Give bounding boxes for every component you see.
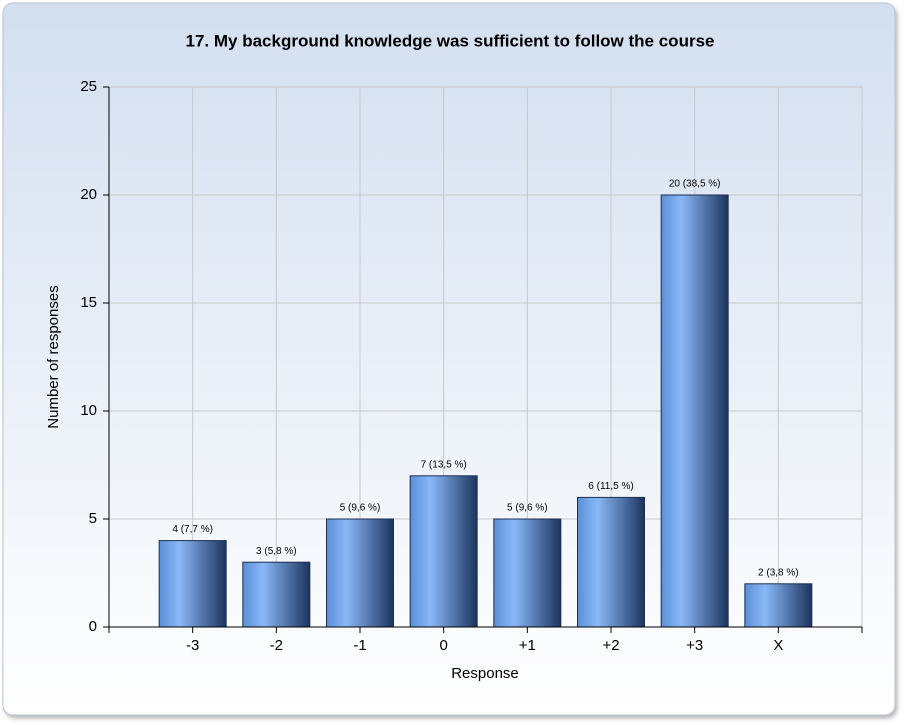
- bar: [660, 194, 729, 628]
- x-tick-label: +3: [686, 637, 703, 654]
- chart-title: 17. My background knowledge was sufficie…: [186, 31, 715, 50]
- y-axis-label: Number of responses: [45, 285, 62, 428]
- bar: [493, 518, 562, 628]
- value-label: 6 (11,5 %): [588, 481, 633, 492]
- x-tick-label: X: [773, 637, 783, 654]
- x-tick-label: -3: [186, 637, 199, 654]
- y-tick-label: 20: [80, 186, 97, 203]
- value-label: 5 (9,6 %): [507, 503, 548, 514]
- x-tick-label: +2: [602, 637, 619, 654]
- y-tick-label: 10: [80, 402, 97, 419]
- y-tick-label: 0: [89, 618, 97, 635]
- x-tick-label: -2: [270, 637, 283, 654]
- value-label: 4 (7,7 %): [172, 524, 213, 535]
- y-tick-label: 15: [80, 294, 97, 311]
- value-label: 7 (13,5 %): [421, 459, 467, 470]
- x-tick-label: +1: [519, 637, 536, 654]
- y-tick-label: 5: [89, 510, 97, 527]
- value-label: 3 (5,8 %): [256, 546, 297, 557]
- x-axis-label: Response: [451, 665, 519, 682]
- bar: [326, 518, 394, 628]
- bar: [744, 583, 813, 628]
- bar: [577, 496, 645, 628]
- bar: [409, 475, 478, 628]
- value-label: 5 (9,6 %): [340, 503, 381, 514]
- x-tick-label: -1: [353, 637, 366, 654]
- bar: [158, 540, 227, 628]
- value-label: 2 (3,8 %): [758, 567, 799, 578]
- value-label: 20 (38,5 %): [669, 179, 721, 190]
- y-tick-label: 25: [80, 78, 97, 95]
- x-tick-label: 0: [439, 637, 447, 654]
- bar: [242, 561, 311, 628]
